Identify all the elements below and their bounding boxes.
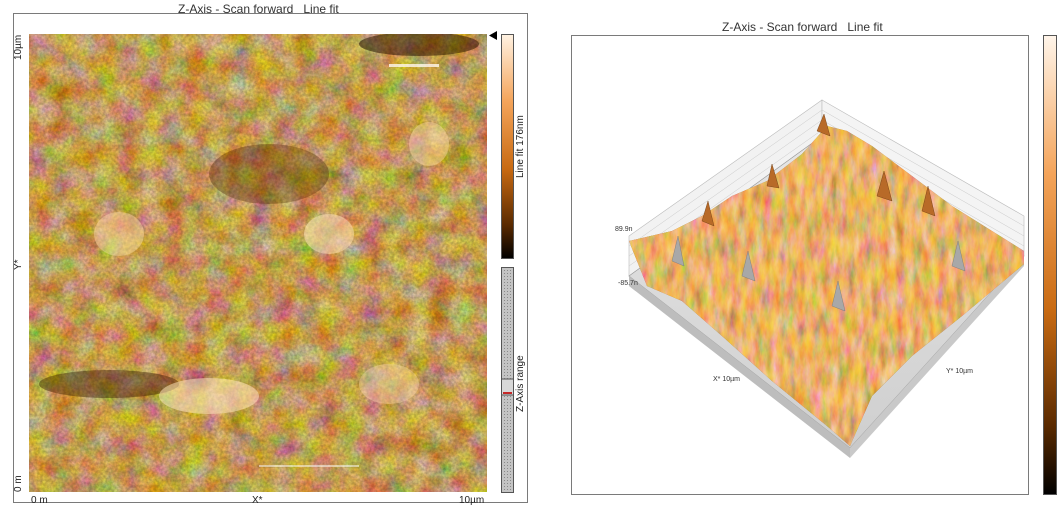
afm-3d-frame — [571, 35, 1029, 495]
x-axis-3d-label: X* 10µm — [713, 376, 740, 383]
range-marker-icon[interactable] — [489, 31, 498, 40]
y-axis-bottom-label: 0 m — [13, 475, 24, 492]
afm-2d-view-panel: Z-Axis - Scan forward Line fit — [13, 2, 528, 506]
y-axis-top-label: 10µm — [13, 34, 24, 60]
afm-3d-view-panel: Z-Axis - Scan forward Line fit — [545, 0, 1059, 507]
range-handle — [501, 378, 514, 396]
color-scale-bar — [501, 34, 514, 259]
afm-2d-title: Z-Axis - Scan forward Line fit — [178, 2, 339, 16]
afm-3d-title: Z-Axis - Scan forward Line fit — [722, 20, 883, 34]
color-scale-bar-3d — [1043, 35, 1057, 495]
x-axis-left-label: 0 m — [31, 495, 48, 506]
y-axis-mid-label: Y* — [13, 259, 24, 270]
z-axis-range-slider[interactable] — [501, 267, 514, 493]
afm-3d-surface-plot[interactable] — [572, 36, 1027, 493]
z-axis-max-label: 89.9n — [615, 226, 633, 233]
afm-2d-image[interactable] — [29, 34, 487, 492]
afm-2d-frame — [13, 13, 528, 503]
x-axis-right-label: 10µm — [459, 495, 485, 506]
z-axis-min-label: -85.7n — [618, 280, 638, 287]
y-axis-3d-label: Y* 10µm — [946, 368, 973, 375]
color-scale-label: Line fit 176nm — [515, 115, 526, 178]
x-axis-mid-label: X* — [252, 495, 263, 506]
z-axis-range-label: Z-Axis range — [515, 355, 526, 412]
